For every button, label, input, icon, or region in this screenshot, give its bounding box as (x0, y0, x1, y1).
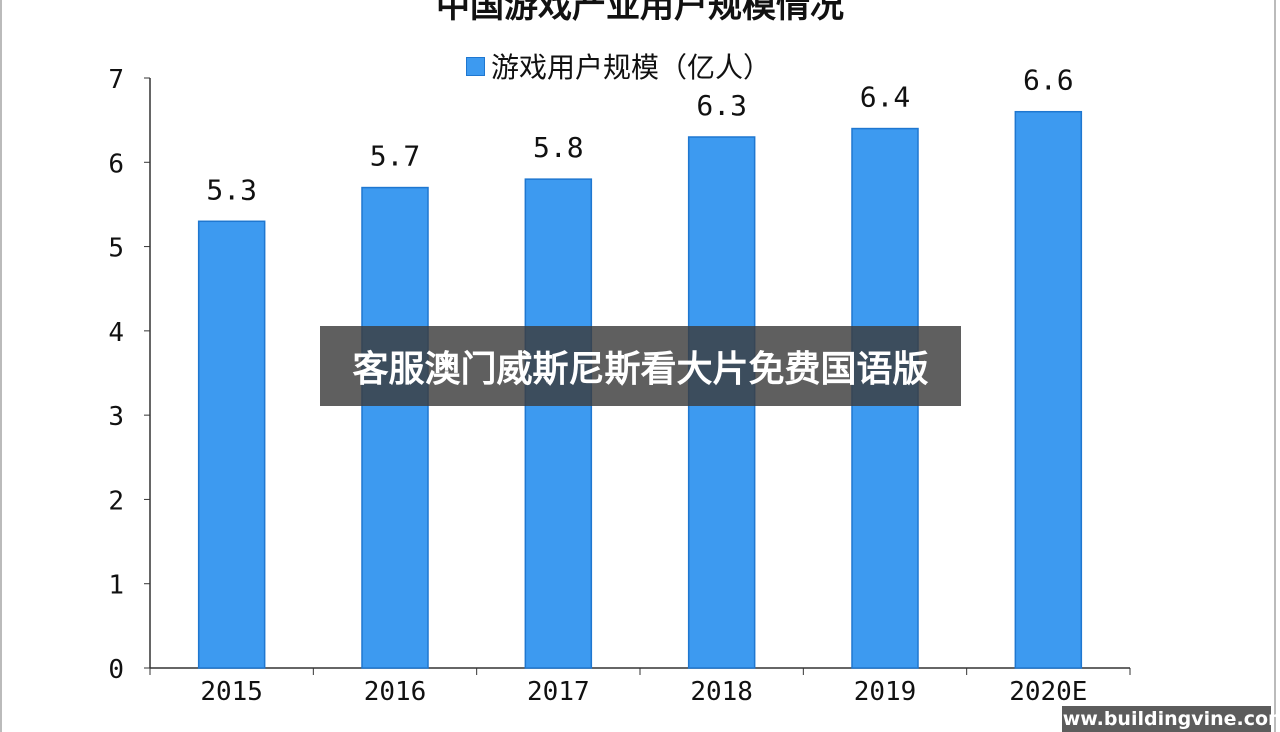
data-label: 6.3 (696, 89, 747, 122)
overlay-banner: 客服澳门威斯尼斯看大片免费国语版 (320, 326, 961, 406)
data-label: 5.3 (206, 173, 257, 206)
y-tick-label: 3 (108, 402, 124, 432)
bar (361, 186, 429, 669)
data-label: 5.8 (533, 131, 584, 164)
x-tick-label: 2017 (527, 677, 590, 707)
y-tick-label: 0 (108, 655, 124, 685)
y-tick-label: 5 (108, 234, 124, 264)
data-label: 6.6 (1023, 64, 1074, 97)
legend: 游戏用户规模（亿人） (466, 46, 771, 86)
bar (197, 220, 266, 669)
x-tick-label: 2018 (690, 677, 753, 707)
y-tick-label: 6 (108, 149, 124, 179)
site-watermark[interactable]: www.buildingvine.com (1045, 706, 1280, 732)
bar (1014, 110, 1083, 669)
x-tick-label: 2019 (854, 677, 917, 707)
data-label: 5.7 (370, 140, 421, 173)
y-tick-label: 7 (108, 65, 124, 95)
legend-label: 游戏用户规模（亿人） (491, 51, 772, 84)
x-tick-label: 2016 (364, 677, 427, 707)
y-tick-label: 4 (108, 318, 124, 348)
y-tick-label: 1 (108, 571, 124, 601)
legend-swatch (466, 56, 485, 76)
x-tick-label: 2020E (1009, 677, 1087, 707)
chart-title: 中国游戏产业用户规模情况 (436, 0, 844, 26)
y-tick-label: 2 (108, 486, 124, 516)
x-tick-label: 2015 (200, 677, 263, 707)
data-label: 6.4 (860, 81, 911, 114)
bar (524, 178, 593, 669)
